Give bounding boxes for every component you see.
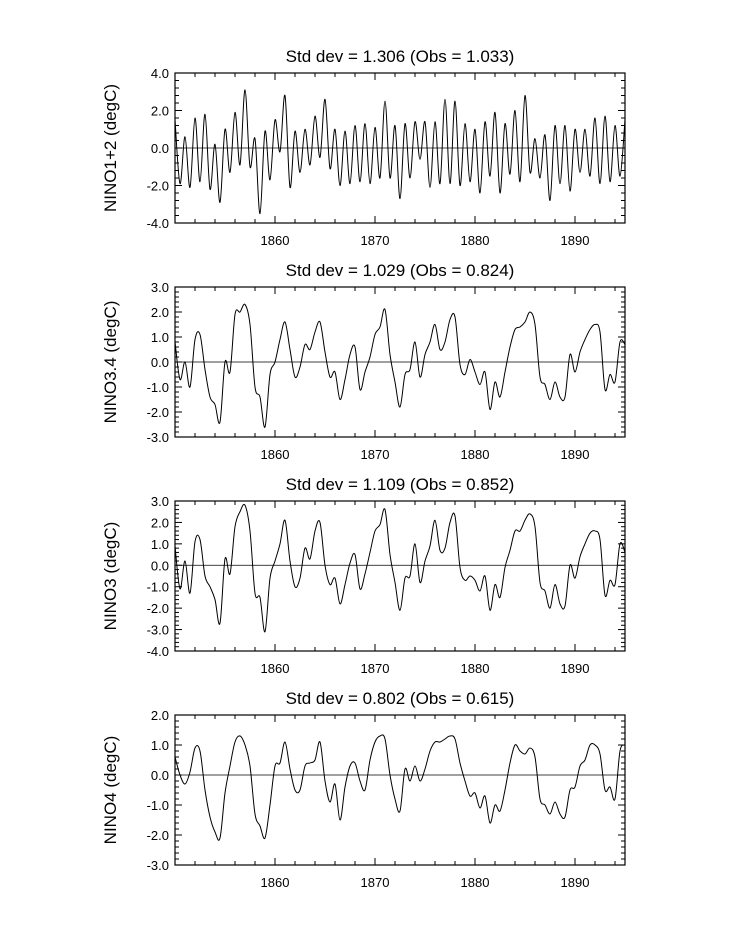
chart-title: Std dev = 0.802 (Obs = 0.615) <box>286 689 515 708</box>
y-tick-label: 0.0 <box>151 768 169 783</box>
y-axis-label: NINO4 (degC) <box>101 736 120 845</box>
x-tick-label: 1880 <box>461 661 490 676</box>
series-line <box>175 89 625 215</box>
series-line <box>175 503 625 633</box>
series-line <box>175 303 625 428</box>
chart-panel-2: Std dev = 1.029 (Obs = 0.824) NINO3.4 (de… <box>101 261 626 462</box>
y-tick-label: -2.0 <box>147 179 169 194</box>
y-tick-label: 2.0 <box>151 305 169 320</box>
y-tick-label: -3.0 <box>147 858 169 873</box>
x-tick-label: 1870 <box>361 875 390 890</box>
y-tick-label: 1.0 <box>151 330 169 345</box>
x-tick-label: 1860 <box>261 233 290 248</box>
x-tick-label: 1860 <box>261 875 290 890</box>
plot-frame <box>174 714 626 866</box>
plot-frame <box>174 500 626 652</box>
chart-title: Std dev = 1.306 (Obs = 1.033) <box>286 47 515 66</box>
y-tick-label: 1.0 <box>151 738 169 753</box>
x-tick-label: 1870 <box>361 661 390 676</box>
y-tick-label: 0.0 <box>151 141 169 156</box>
y-axis-label: NINO3.4 (degC) <box>101 301 120 424</box>
series-line <box>175 734 625 841</box>
x-tick-label: 1870 <box>361 447 390 462</box>
chart-panel-3: Std dev = 1.109 (Obs = 0.852) NINO3 (degC… <box>101 475 626 676</box>
x-tick-label: 1880 <box>461 447 490 462</box>
y-tick-label: -1.0 <box>147 580 169 595</box>
x-tick-label: 1870 <box>361 233 390 248</box>
y-tick-label: 0.0 <box>151 558 169 573</box>
y-tick-label: -2.0 <box>147 828 169 843</box>
y-tick-label: -1.0 <box>147 380 169 395</box>
y-tick-label: 3.0 <box>151 280 169 295</box>
y-axis-label: NINO1+2 (degC) <box>101 84 120 212</box>
chart-title: Std dev = 1.109 (Obs = 0.852) <box>286 475 515 494</box>
x-tick-label: 1890 <box>561 447 590 462</box>
x-tick-label: 1860 <box>261 661 290 676</box>
y-tick-label: 0.0 <box>151 355 169 370</box>
y-tick-label: 1.0 <box>151 537 169 552</box>
y-tick-label: 2.0 <box>151 515 169 530</box>
plot-frame <box>174 286 626 438</box>
y-tick-label: 2.0 <box>151 104 169 119</box>
x-tick-label: 1890 <box>561 661 590 676</box>
y-tick-label: 4.0 <box>151 66 169 81</box>
y-tick-label: 2.0 <box>151 708 169 723</box>
y-tick-label: -2.0 <box>147 601 169 616</box>
y-axis-label: NINO3 (degC) <box>101 522 120 631</box>
y-tick-label: -2.0 <box>147 405 169 420</box>
y-tick-label: -3.0 <box>147 623 169 638</box>
chart-panel-1: Std dev = 1.306 (Obs = 1.033) NINO1+2 (de… <box>101 47 626 248</box>
chart-panel-4: Std dev = 0.802 (Obs = 0.615) NINO4 (degC… <box>101 689 626 890</box>
x-tick-label: 1890 <box>561 875 590 890</box>
x-tick-label: 1890 <box>561 233 590 248</box>
chart-title: Std dev = 1.029 (Obs = 0.824) <box>286 261 515 280</box>
y-tick-label: -4.0 <box>147 216 169 231</box>
y-tick-label: -1.0 <box>147 798 169 813</box>
y-tick-label: -3.0 <box>147 430 169 445</box>
y-tick-label: -4.0 <box>147 644 169 659</box>
x-tick-label: 1880 <box>461 875 490 890</box>
plot-frame <box>174 72 626 224</box>
x-tick-label: 1860 <box>261 447 290 462</box>
y-tick-label: 3.0 <box>151 494 169 509</box>
x-tick-label: 1880 <box>461 233 490 248</box>
